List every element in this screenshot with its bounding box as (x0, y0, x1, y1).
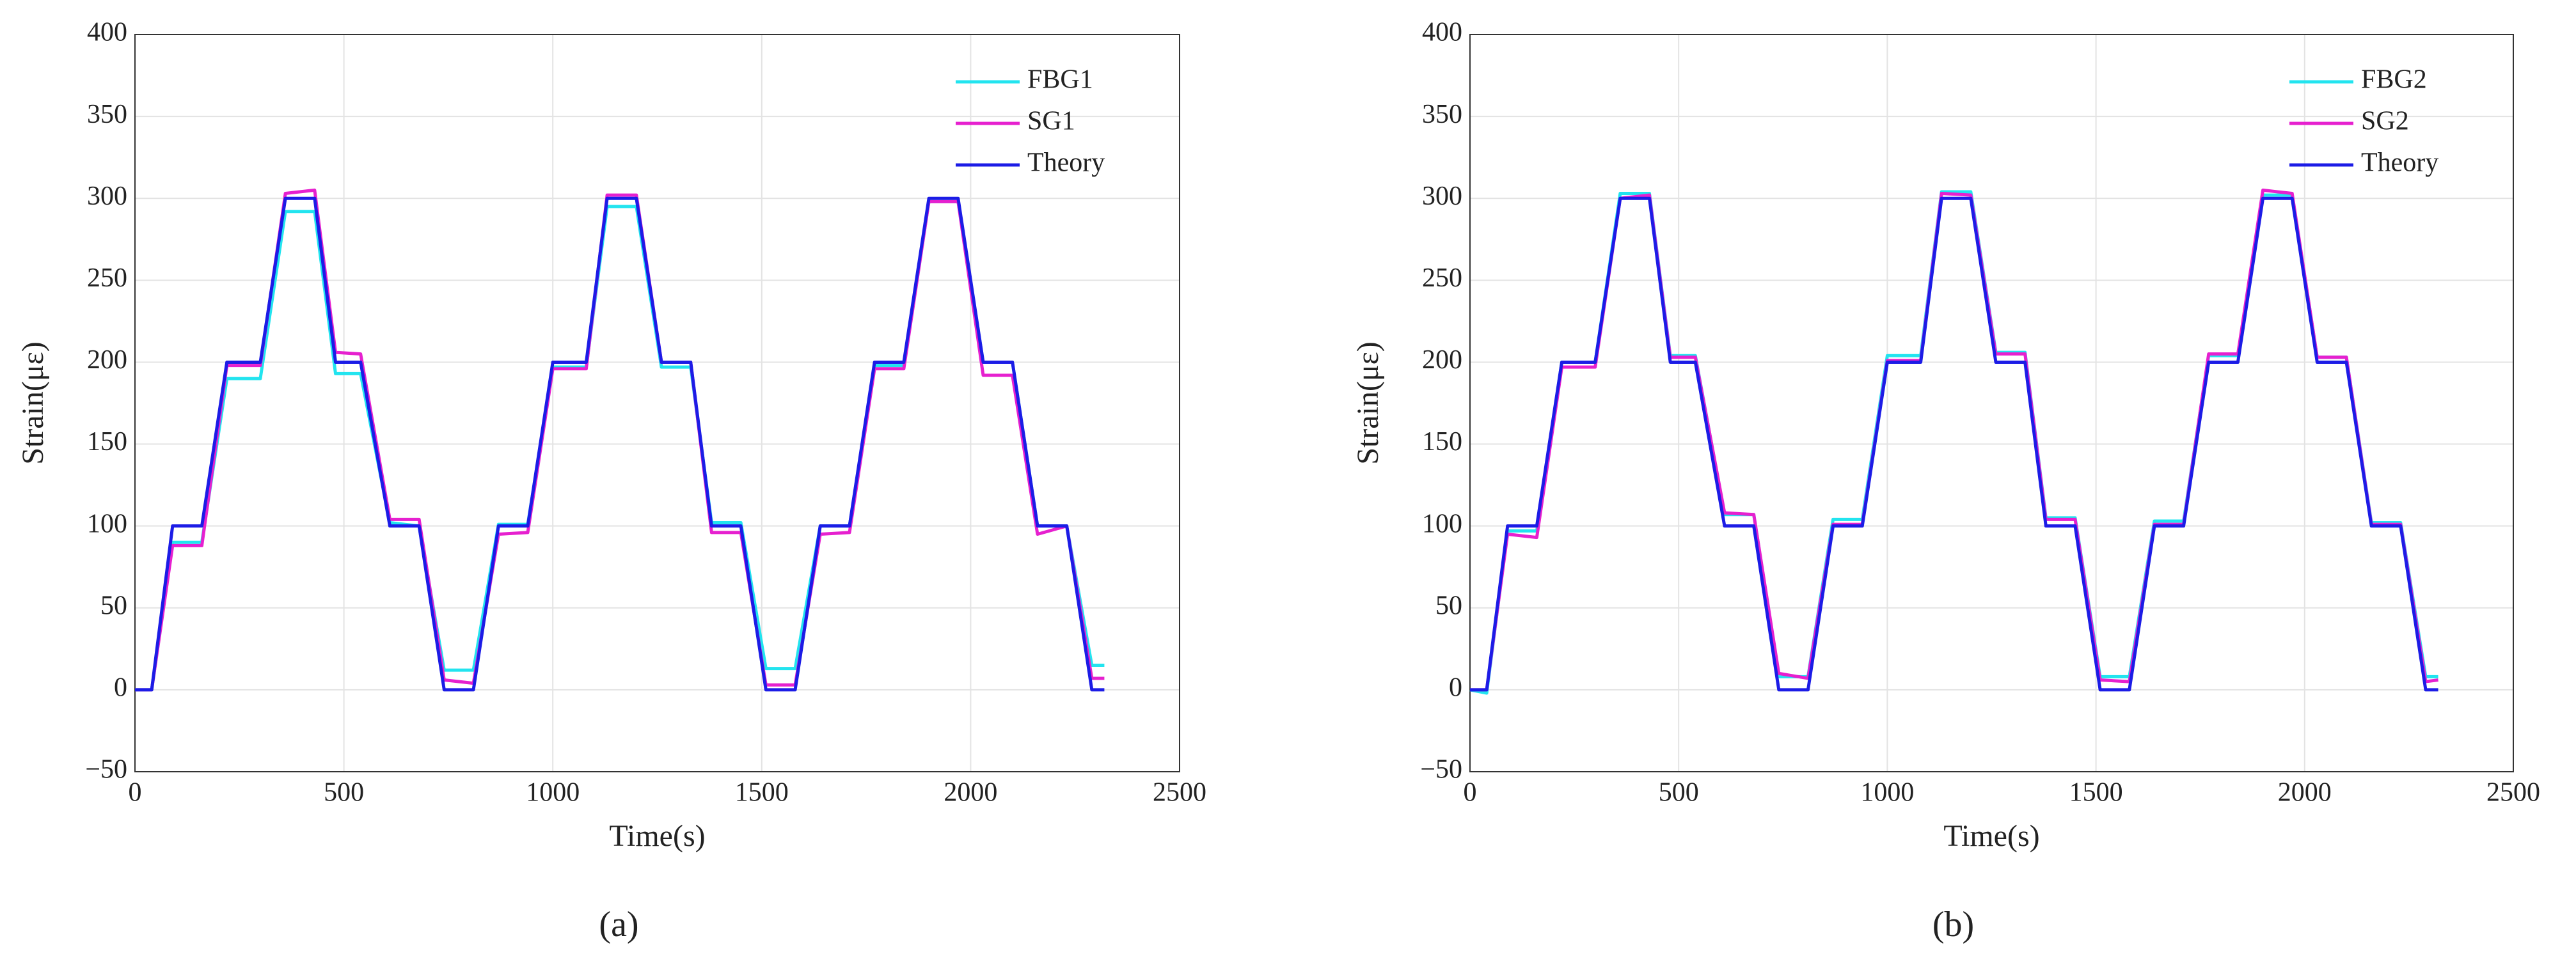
legend-label: Theory (1027, 148, 1105, 178)
x-tick-label: 2000 (944, 778, 997, 808)
data-line (135, 188, 1105, 692)
x-tick-label: 1500 (735, 778, 789, 808)
panel-label: (a) (599, 905, 638, 944)
y-tick-label: 50 (100, 591, 127, 620)
legend-label: FBG2 (2361, 65, 2427, 95)
panel-label: (b) (1932, 905, 1974, 944)
y-tick-label: 250 (1422, 263, 1462, 293)
x-tick-label: 2000 (2278, 778, 2332, 808)
legend-label: SG2 (2361, 107, 2409, 136)
y-tick-label: 0 (1449, 673, 1462, 703)
y-tick-label: 0 (114, 673, 127, 703)
x-tick-label: 500 (324, 778, 364, 808)
y-tick-label: −50 (85, 755, 127, 785)
y-tick-label: 200 (87, 345, 127, 375)
y-tick-label: 100 (1422, 509, 1462, 538)
x-tick-label: 0 (129, 778, 142, 808)
y-tick-label: −50 (1420, 755, 1462, 785)
legend-label: Theory (2361, 148, 2438, 178)
y-tick-label: 100 (87, 509, 127, 538)
x-axis-label: Time(s) (609, 819, 705, 853)
y-tick-label: 400 (1422, 18, 1462, 47)
y-axis-label: Strain(με) (1351, 341, 1385, 465)
x-axis-label: Time(s) (1943, 819, 2039, 853)
y-tick-label: 50 (1435, 591, 1462, 620)
y-tick-label: 350 (1422, 100, 1462, 129)
x-tick-label: 500 (1659, 778, 1699, 808)
y-tick-label: 300 (87, 182, 127, 211)
y-tick-label: 150 (87, 427, 127, 457)
y-tick-label: 250 (87, 263, 127, 293)
data-line (1469, 190, 2438, 695)
legend-label: SG1 (1027, 107, 1075, 136)
y-tick-label: 400 (87, 18, 127, 47)
x-tick-label: 1000 (526, 778, 580, 808)
x-tick-label: 1000 (1860, 778, 1914, 808)
y-tick-label: 200 (1422, 345, 1462, 375)
legend-label: FBG1 (1027, 65, 1093, 95)
data-line (135, 199, 1105, 692)
plot-frame (1469, 34, 2514, 772)
data-line (135, 196, 1105, 692)
x-tick-label: 1500 (2069, 778, 2123, 808)
y-tick-label: 300 (1422, 182, 1462, 211)
x-tick-label: 2500 (2486, 778, 2540, 808)
plot-frame (134, 34, 1180, 772)
x-tick-label: 0 (1464, 778, 1477, 808)
y-axis-label: Strain(με) (16, 341, 50, 465)
y-tick-label: 150 (1422, 427, 1462, 457)
data-line (1470, 188, 2438, 692)
data-line (1470, 196, 2438, 692)
y-tick-label: 350 (87, 100, 127, 129)
x-tick-label: 2500 (1153, 778, 1206, 808)
